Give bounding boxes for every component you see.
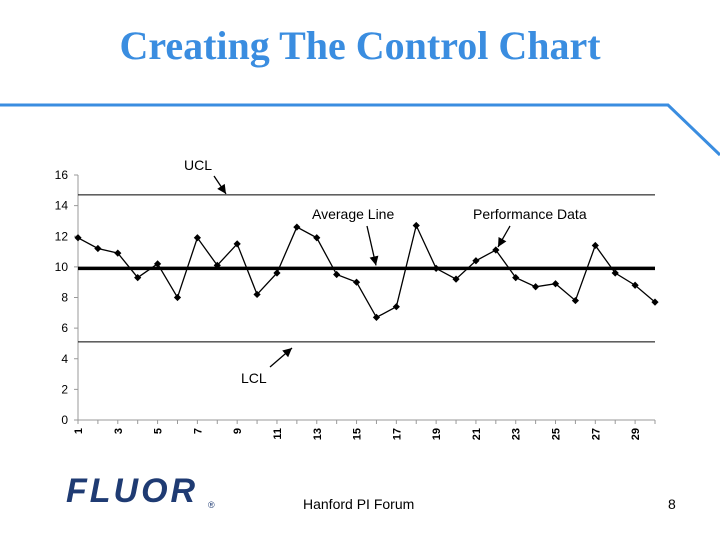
data-point — [153, 260, 162, 268]
x-tick-label: 23 — [511, 428, 523, 440]
data-point — [591, 241, 599, 250]
lcl-annotation: LCL — [241, 370, 267, 386]
title-underline — [0, 103, 720, 157]
data-point — [631, 281, 639, 289]
x-tick-label: 13 — [312, 428, 324, 440]
data-point — [611, 269, 619, 277]
y-tick-label: 0 — [61, 413, 68, 427]
data-point — [571, 296, 580, 305]
data-point — [333, 270, 341, 279]
x-tick-label: 11 — [272, 428, 284, 440]
data-point — [114, 249, 122, 257]
y-tick-label: 4 — [61, 352, 68, 366]
y-tick-label: 12 — [55, 229, 69, 243]
x-tick-label: 27 — [590, 428, 602, 440]
data-point — [392, 303, 400, 311]
slide-title: Creating The Control Chart — [119, 23, 601, 68]
data-point — [551, 280, 560, 288]
y-tick-label: 10 — [55, 260, 69, 274]
performance-line — [77, 223, 656, 319]
data-point — [651, 298, 659, 306]
lcl-arrow-head — [282, 348, 292, 358]
data-point — [94, 244, 102, 253]
footer-text: Hanford PI Forum — [303, 496, 415, 512]
x-tick-label: 25 — [551, 428, 563, 440]
data-point — [452, 275, 460, 283]
data-point — [412, 221, 420, 230]
data-point — [193, 234, 201, 242]
data-point — [512, 273, 520, 282]
x-tick-label: 17 — [391, 428, 403, 440]
data-point — [492, 246, 500, 254]
y-tick-label: 16 — [55, 168, 69, 182]
data-point — [134, 273, 142, 282]
x-tick-label: 9 — [232, 428, 244, 434]
y-tick-label: 6 — [61, 321, 68, 335]
x-tick-label: 29 — [630, 428, 642, 440]
y-tick-label: 14 — [55, 199, 69, 213]
ucl-arrow-head — [217, 183, 226, 194]
data-point — [472, 257, 480, 265]
page-number: 8 — [668, 496, 676, 512]
performance-data-annotation: Performance Data — [473, 206, 587, 222]
x-tick-label: 7 — [192, 428, 204, 434]
performance-arrow-head — [498, 236, 507, 247]
x-tick-label: 15 — [352, 428, 364, 440]
data-point — [173, 293, 182, 302]
data-point — [432, 264, 440, 273]
ucl-annotation: UCL — [184, 157, 212, 173]
registered-mark: ® — [208, 500, 215, 510]
data-point — [233, 240, 241, 248]
fluor-logo: FLUOR — [66, 472, 199, 510]
y-tick-label: 2 — [61, 382, 68, 396]
x-tick-label: 1 — [73, 428, 85, 434]
average-line-annotation: Average Line — [312, 206, 394, 222]
data-point — [532, 283, 540, 291]
y-tick-label: 8 — [61, 291, 68, 305]
data-point — [213, 261, 221, 269]
data-point — [352, 278, 361, 286]
x-tick-label: 5 — [153, 428, 165, 434]
x-tick-label: 3 — [113, 428, 125, 434]
data-point — [313, 234, 321, 242]
data-point — [273, 269, 281, 277]
x-tick-label: 19 — [431, 428, 443, 440]
x-tick-label: 21 — [471, 428, 483, 440]
average-arrow-head — [369, 255, 379, 266]
data-point — [253, 290, 261, 299]
data-point — [372, 313, 381, 322]
data-point — [293, 223, 301, 231]
data-point — [74, 234, 82, 242]
